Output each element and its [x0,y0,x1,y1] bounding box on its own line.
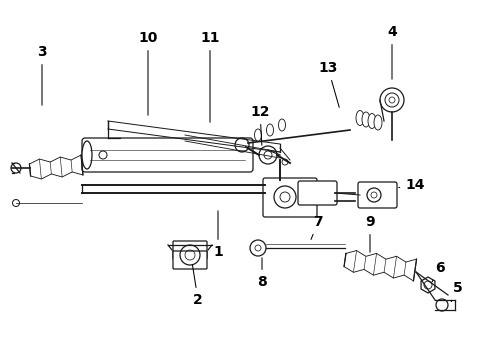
FancyBboxPatch shape [298,181,337,205]
Text: 14: 14 [399,178,425,192]
Text: 5: 5 [451,281,463,302]
Ellipse shape [368,113,376,129]
Ellipse shape [362,112,370,127]
Text: 12: 12 [250,105,270,145]
Text: 6: 6 [432,261,445,282]
FancyBboxPatch shape [82,138,253,172]
Ellipse shape [254,129,262,141]
Text: 7: 7 [311,215,323,239]
Text: 11: 11 [200,31,220,122]
Polygon shape [421,277,435,293]
FancyBboxPatch shape [173,241,207,259]
Text: 3: 3 [37,45,47,105]
Text: 10: 10 [138,31,158,115]
FancyBboxPatch shape [173,251,207,269]
Ellipse shape [82,141,92,169]
Text: 9: 9 [365,215,375,252]
Ellipse shape [278,119,286,131]
Text: 2: 2 [193,265,203,307]
FancyBboxPatch shape [358,182,397,208]
Text: 4: 4 [387,25,397,79]
Text: 1: 1 [213,211,223,259]
Text: 8: 8 [257,258,267,289]
Ellipse shape [267,124,273,136]
Ellipse shape [374,115,382,130]
Text: 13: 13 [318,61,339,107]
Ellipse shape [356,111,364,126]
FancyBboxPatch shape [263,178,317,217]
